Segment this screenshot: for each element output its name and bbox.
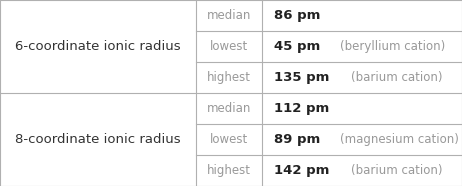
Text: highest: highest: [207, 164, 251, 177]
Text: 112 pm: 112 pm: [274, 102, 329, 115]
Text: 45 pm: 45 pm: [274, 40, 320, 53]
Text: 89 pm: 89 pm: [274, 133, 320, 146]
Text: 6-coordinate ionic radius: 6-coordinate ionic radius: [15, 40, 181, 53]
Text: (magnesium cation): (magnesium cation): [340, 133, 459, 146]
Text: highest: highest: [207, 71, 251, 84]
Text: 142 pm: 142 pm: [274, 164, 329, 177]
Text: 8-coordinate ionic radius: 8-coordinate ionic radius: [15, 133, 181, 146]
Text: (barium cation): (barium cation): [352, 71, 443, 84]
Text: (barium cation): (barium cation): [352, 164, 443, 177]
Text: 86 pm: 86 pm: [274, 9, 320, 22]
Text: lowest: lowest: [210, 133, 248, 146]
Text: 135 pm: 135 pm: [274, 71, 329, 84]
Text: (beryllium cation): (beryllium cation): [340, 40, 445, 53]
Text: lowest: lowest: [210, 40, 248, 53]
Text: median: median: [207, 102, 251, 115]
Text: median: median: [207, 9, 251, 22]
